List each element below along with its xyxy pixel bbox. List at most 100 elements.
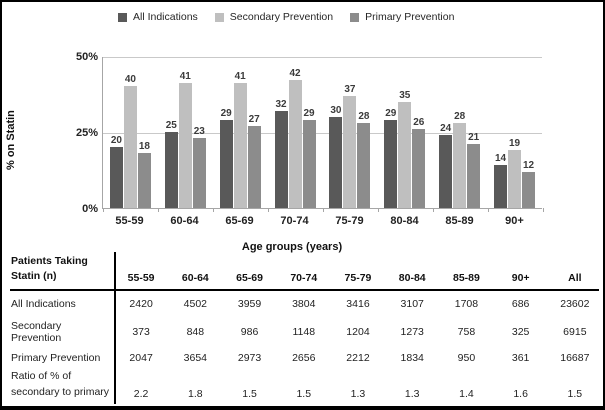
bar-value-label: 37 xyxy=(344,83,356,95)
table-cell: 986 xyxy=(240,326,259,338)
x-axis-tick-mark xyxy=(213,208,214,212)
legend-label: All Indications xyxy=(133,11,198,23)
x-axis-tick-mark xyxy=(158,208,159,212)
bar-value-label: 24 xyxy=(440,123,452,134)
table-cell: 2212 xyxy=(346,351,370,364)
y-axis-title: % on Statin xyxy=(5,110,17,170)
x-tick-label: 80-84 xyxy=(390,215,419,227)
legend-swatch-icon xyxy=(214,12,224,22)
bar xyxy=(302,119,316,208)
bar-value-label: 27 xyxy=(248,113,260,125)
table-column-header: 80-84 xyxy=(398,272,426,284)
bar-stack: 27 xyxy=(247,57,261,208)
table-cell: 1.5 xyxy=(296,388,312,400)
bar xyxy=(109,147,123,208)
bar-value-label: 28 xyxy=(454,110,466,122)
bar xyxy=(137,153,151,208)
bar xyxy=(233,83,247,208)
legend-label: Secondary Prevention xyxy=(229,11,334,23)
bar xyxy=(329,116,343,208)
table-column-header: All xyxy=(568,272,582,284)
bar-group: 24 28 21 xyxy=(432,57,487,208)
bar xyxy=(357,122,371,208)
x-tick-label: 55-59 xyxy=(115,215,144,227)
gridline-50pct xyxy=(103,57,542,58)
table-row-label: All Indications xyxy=(7,298,114,310)
bar-value-label: 23 xyxy=(193,126,205,138)
bar xyxy=(398,101,412,208)
table-cell: 1273 xyxy=(400,326,424,338)
table-row-label-line: Secondary Prevention xyxy=(11,320,62,344)
x-axis-tick-mark xyxy=(433,208,434,212)
table-cell: 1834 xyxy=(400,351,424,364)
bar xyxy=(164,132,178,208)
table-column-header: 90+ xyxy=(511,272,530,284)
bar-value-label: 25 xyxy=(165,120,177,131)
bar xyxy=(494,165,508,208)
bar-group: 29 35 26 xyxy=(377,57,432,208)
bar-stack: 19 xyxy=(508,57,522,208)
bar-stack: 29 xyxy=(302,57,316,208)
bar-value-label: 29 xyxy=(385,107,397,119)
table-cell: 1.6 xyxy=(513,388,528,400)
bar-group: 29 41 27 xyxy=(213,57,268,208)
x-axis-tick-mark xyxy=(488,208,489,212)
bar-stack: 29 xyxy=(384,57,398,208)
bar-value-label: 41 xyxy=(179,71,191,83)
bar-stack: 42 xyxy=(288,57,302,208)
bar-value-label: 19 xyxy=(509,138,521,150)
table-cell: 4502 xyxy=(183,297,207,310)
bar-stack: 28 xyxy=(357,57,371,208)
table-row: Primary Prevention 2047 3654 2973 2656 2212 18… xyxy=(7,346,602,369)
legend-swatch-icon xyxy=(118,12,127,22)
bar-group: 25 41 23 xyxy=(158,57,213,208)
bar-stack: 24 xyxy=(439,57,453,208)
table-cell: 16687 xyxy=(560,351,590,364)
table-column-header: 75-79 xyxy=(344,272,372,284)
bar-stack: 28 xyxy=(453,57,467,208)
bar-stack: 30 xyxy=(329,57,343,208)
bar-stack: 21 xyxy=(467,57,481,208)
bar-stack: 35 xyxy=(398,57,412,208)
x-axis-tick-mark xyxy=(103,208,104,212)
bar xyxy=(192,138,206,208)
table-cell: 1708 xyxy=(454,297,479,310)
bar-value-label: 32 xyxy=(275,98,287,110)
bar-stack: 41 xyxy=(178,57,192,208)
table-cell: 1.8 xyxy=(188,388,203,400)
table-column-header: 70-74 xyxy=(290,272,318,284)
bar xyxy=(247,125,261,208)
bar xyxy=(219,119,233,208)
table-cell: 23602 xyxy=(560,297,590,310)
table-header-row: Patients Taking Statin (n) 55-59 60-64 65-69… xyxy=(7,252,602,289)
x-axis-tick-mark xyxy=(268,208,269,212)
bar xyxy=(412,129,426,208)
bar xyxy=(439,135,453,208)
table-cell: 361 xyxy=(511,351,530,364)
table-column-header: 85-89 xyxy=(452,272,480,284)
x-tick-label: 75-79 xyxy=(335,215,364,227)
table-row: Secondary Prevention 373 848 986 1148 1204 127… xyxy=(7,318,602,346)
table-cell: 848 xyxy=(186,326,205,338)
table-row-label-line: secondary to primary xyxy=(11,386,110,398)
bar xyxy=(343,95,357,208)
bar-stack: 23 xyxy=(192,57,206,208)
table-column-header: 60-64 xyxy=(181,272,209,284)
chart-legend: All Indications Secondary Prevention Prima… xyxy=(118,11,454,23)
table-column-header: 55-59 xyxy=(127,272,155,284)
bar-value-label: 12 xyxy=(523,159,535,171)
x-axis-tick-mark xyxy=(543,208,544,212)
table-cell: 1.5 xyxy=(242,388,257,400)
table-corner-header: Patients Taking Statin (n) xyxy=(7,254,114,284)
x-axis-tick-mark xyxy=(323,208,324,212)
bar-stack: 29 xyxy=(219,57,233,208)
bar-groups: 20 40 18 25 41 23 29 41 27 32 42 29 30 37 28 29 35 26 24 28… xyxy=(103,57,542,208)
bar xyxy=(508,150,522,208)
table-cell: 3959 xyxy=(237,297,262,310)
table-row: Ratio of % of secondary to primary 2.2 1.8 1… xyxy=(7,369,602,406)
table-cell: 1.3 xyxy=(350,388,366,400)
bar-stack: 20 xyxy=(109,57,123,208)
table-cell: 2047 xyxy=(129,351,153,364)
table-row: All Indications 2420 4502 3959 3804 3416 3107 1… xyxy=(7,289,602,318)
y-tick-label: 50% xyxy=(75,51,98,63)
